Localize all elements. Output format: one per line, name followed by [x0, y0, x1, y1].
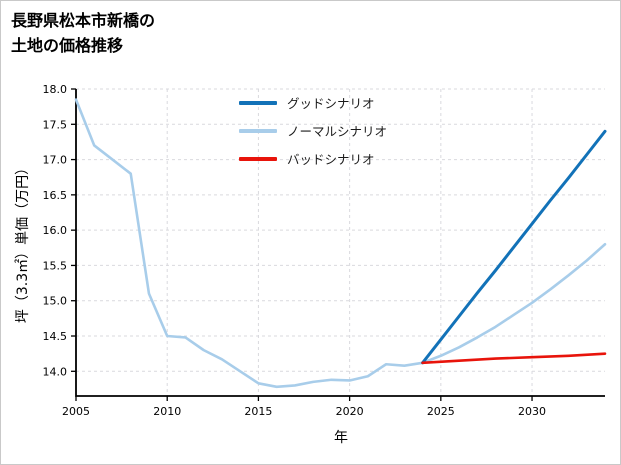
y-tick-label: 16.5 [43, 189, 68, 202]
series-line [421, 352, 607, 365]
x-tick-label: 2020 [336, 405, 364, 418]
series-line [74, 98, 607, 389]
legend-line-sample [239, 128, 277, 133]
y-tick-label: 14.5 [43, 330, 68, 343]
y-tick-label: 16.0 [43, 224, 68, 237]
legend-item: グッドシナリオ [239, 93, 387, 112]
y-axis-label: 坪（3.3㎡）単価（万円） [15, 160, 31, 324]
x-tick-label: 2015 [244, 405, 272, 418]
x-axis-label: 年 [334, 430, 348, 446]
legend-label: ノーマルシナリオ [287, 124, 388, 139]
series-line [421, 129, 607, 365]
legend-label: グッドシナリオ [287, 96, 375, 111]
legend-item: バッドシナリオ [239, 149, 387, 168]
legend-line-sample [239, 156, 277, 161]
chart-title: 長野県松本市新橋の 土地の価格推移 [11, 9, 155, 59]
x-tick-label: 2030 [518, 405, 546, 418]
y-tick-label: 14.0 [43, 365, 68, 378]
y-tick-label: 15.0 [43, 295, 68, 308]
x-tick-label: 2025 [427, 405, 455, 418]
chart-title-line1: 長野県松本市新橋の [11, 11, 156, 30]
x-tick-label: 2010 [153, 405, 181, 418]
legend-label: バッドシナリオ [287, 152, 375, 167]
y-tick-label: 18.0 [43, 83, 68, 96]
chart-title-line2: 土地の価格推移 [11, 35, 124, 55]
y-tick-label: 17.5 [43, 118, 68, 131]
x-tick-label: 2005 [62, 405, 90, 418]
legend-line-sample [239, 100, 277, 105]
y-tick-label: 15.5 [43, 259, 68, 272]
y-tick-label: 17.0 [43, 154, 68, 167]
legend-item: ノーマルシナリオ [239, 121, 387, 140]
legend: グッドシナリオ ノーマルシナリオ バッドシナリオ [239, 93, 387, 177]
